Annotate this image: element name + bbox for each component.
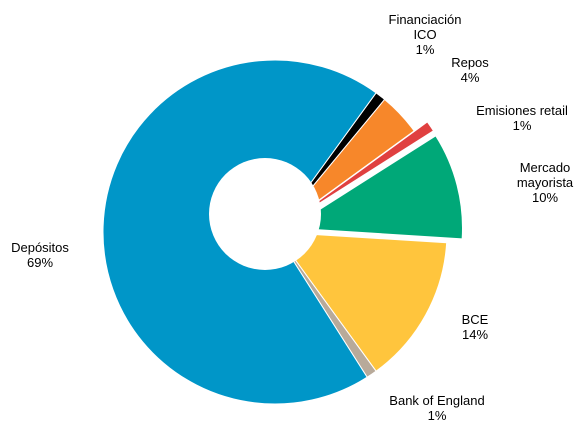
value-label: 10% bbox=[531, 190, 559, 205]
slice-label: Mercado mayorista 10% bbox=[510, 160, 580, 205]
category-name: Repos bbox=[451, 55, 489, 70]
value-label: 1% bbox=[415, 42, 435, 57]
value-label: 1% bbox=[427, 408, 447, 423]
category-name: Mercado mayorista bbox=[516, 160, 574, 190]
slice bbox=[287, 121, 435, 224]
slice-label: Financiación ICO 1% bbox=[385, 12, 465, 57]
donut-hole bbox=[209, 158, 321, 270]
value-label: 4% bbox=[460, 70, 480, 85]
category-name: BCE bbox=[461, 312, 489, 327]
slice-label: Emisiones retail 1% bbox=[467, 103, 577, 133]
slice bbox=[288, 135, 463, 240]
category-name: Bank of England bbox=[389, 393, 485, 408]
value-label: 1% bbox=[512, 118, 532, 133]
slice-label: BCE 14% bbox=[445, 312, 505, 342]
slice-label: Depósitos 69% bbox=[0, 240, 80, 270]
category-name: Financiación ICO bbox=[388, 12, 462, 42]
slice bbox=[273, 231, 448, 372]
value-label: 69% bbox=[26, 255, 54, 270]
category-name: Depósitos bbox=[11, 240, 69, 255]
value-label: 14% bbox=[461, 327, 489, 342]
slice-label: Repos 4% bbox=[440, 55, 500, 85]
category-name: Emisiones retail bbox=[476, 103, 568, 118]
slice-label: Bank of England 1% bbox=[377, 393, 497, 423]
